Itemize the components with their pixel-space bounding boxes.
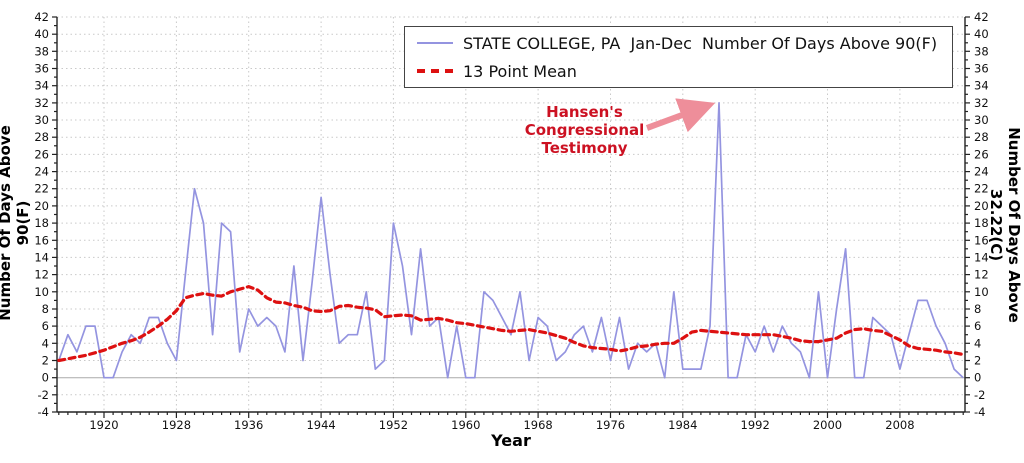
x-tick-label: 1984 — [668, 418, 697, 432]
y-tick-label-right: 10 — [974, 285, 989, 299]
y-tick-label-left: 34 — [34, 79, 49, 93]
x-tick-label: 1944 — [306, 418, 335, 432]
y-tick-label-right: 4 — [974, 336, 981, 350]
x-tick-label: 1960 — [451, 418, 480, 432]
y-tick-label-right: 36 — [974, 62, 989, 76]
x-axis-title: Year — [491, 431, 531, 450]
y-tick-label-left: 38 — [34, 44, 49, 58]
y-tick-label-right: 38 — [974, 44, 989, 58]
y-tick-label-left: 26 — [34, 147, 49, 161]
legend-entry-station-series: STATE COLLEGE, PA Jan-Dec Number Of Days… — [417, 31, 952, 55]
y-tick-label-left: 18 — [34, 216, 49, 230]
y-tick-label-left: 2 — [42, 353, 49, 367]
y-tick-label-right: 18 — [974, 216, 989, 230]
left-axis-title: Number Of Days Above 90(F) — [0, 125, 32, 321]
y-tick-label-right: 8 — [974, 302, 981, 316]
y-tick-label-right: 26 — [974, 147, 989, 161]
annotation-line-3: Testimony — [541, 139, 628, 157]
y-tick-label-right: 12 — [974, 268, 989, 282]
y-tick-label-right: 6 — [974, 319, 981, 333]
y-tick-label-right: 32 — [974, 96, 989, 110]
y-tick-label-right: 42 — [974, 10, 989, 24]
y-tick-label-left: -2 — [38, 388, 49, 402]
y-tick-label-left: 8 — [42, 302, 49, 316]
annotation-line-2: Congressional — [524, 121, 645, 139]
y-tick-label-left: 30 — [34, 113, 49, 127]
y-tick-label-right: 0 — [974, 371, 981, 385]
y-tick-label-left: 42 — [34, 10, 49, 24]
y-tick-label-left: 32 — [34, 96, 49, 110]
y-tick-label-right: 40 — [974, 27, 989, 41]
series-line-swatch-icon — [417, 42, 453, 44]
y-tick-label-left: 36 — [34, 62, 49, 76]
y-tick-label-left: 0 — [42, 371, 49, 385]
legend-label-13pt-mean: 13 Point Mean — [463, 61, 577, 81]
x-tick-label: 1968 — [523, 418, 552, 432]
y-tick-label-left: 12 — [34, 268, 49, 282]
mean-line-series — [57, 285, 965, 363]
annotation-hansens-testimony: Hansen's Congressional Testimony — [512, 103, 657, 157]
mean-line-swatch-icon — [417, 69, 453, 73]
y-tick-label-right: -2 — [974, 388, 985, 402]
x-tick-label: 2000 — [813, 418, 842, 432]
annotation-arrow-icon — [645, 98, 716, 133]
y-tick-label-left: 10 — [34, 285, 49, 299]
y-tick-label-right: 14 — [974, 250, 989, 264]
legend-label-station-series: STATE COLLEGE, PA Jan-Dec Number Of Days… — [463, 33, 938, 53]
annotation-line-1: Hansen's — [546, 103, 623, 121]
x-tick-label: 1976 — [596, 418, 625, 432]
y-tick-label-left: 6 — [42, 319, 49, 333]
y-tick-label-left: 28 — [34, 130, 49, 144]
x-tick-label: 1928 — [162, 418, 191, 432]
x-tick-label: 2008 — [885, 418, 914, 432]
y-tick-label-right: 30 — [974, 113, 989, 127]
y-tick-label-left: 14 — [34, 250, 49, 264]
y-tick-label-right: 16 — [974, 233, 989, 247]
y-tick-label-left: 24 — [34, 165, 49, 179]
y-tick-label-left: 22 — [34, 182, 49, 196]
x-tick-label: 1936 — [234, 418, 263, 432]
x-tick-label: 1952 — [379, 418, 408, 432]
right-axis-title: Number Of Days Above 32.22(C) — [987, 127, 1023, 323]
y-tick-label-right: -4 — [974, 405, 985, 419]
y-tick-label-left: 20 — [34, 199, 49, 213]
y-tick-label-right: 28 — [974, 130, 989, 144]
x-tick-label: 1992 — [741, 418, 770, 432]
y-tick-label-left: 40 — [34, 27, 49, 41]
station-data-series — [57, 102, 964, 379]
y-tick-label-left: -4 — [38, 405, 49, 419]
legend-entry-13pt-mean: 13 Point Mean — [417, 59, 952, 83]
y-tick-label-left: 16 — [34, 233, 49, 247]
y-tick-label-right: 22 — [974, 182, 989, 196]
y-tick-label-left: 4 — [42, 336, 49, 350]
y-tick-label-right: 24 — [974, 165, 989, 179]
y-tick-label-right: 20 — [974, 199, 989, 213]
y-tick-label-right: 34 — [974, 79, 989, 93]
legend: STATE COLLEGE, PA Jan-Dec Number Of Days… — [404, 26, 953, 88]
x-tick-label: 1920 — [89, 418, 118, 432]
y-tick-label-right: 2 — [974, 353, 981, 367]
